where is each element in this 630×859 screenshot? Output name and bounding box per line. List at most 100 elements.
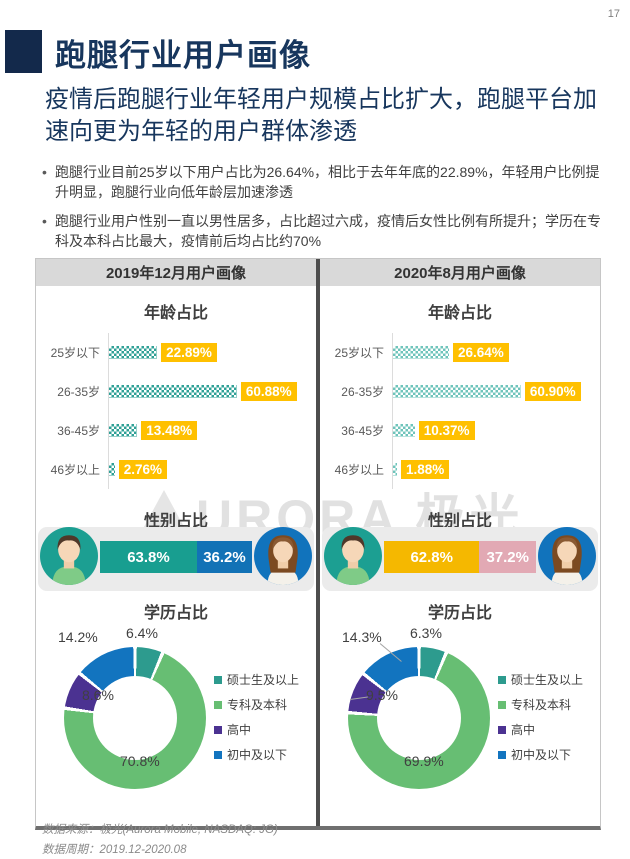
bullet-item: • 跑腿行业目前25岁以下用户占比为26.64%，相比于去年年底的22.89%，… <box>42 163 602 202</box>
panel-2019-12: 2019年12月用户画像 年龄占比 25岁以下 22.89% 26-35岁 60… <box>36 259 316 826</box>
male-share-segment: 62.8% <box>384 541 480 573</box>
gender-section-title: 性别占比 <box>143 513 208 530</box>
education-donut-chart: 6.4% 70.8% 8.6% 14.2% 硕士生及以上 专科及本科 高中 初中… <box>36 619 316 829</box>
legend-item: 高中 <box>214 717 299 742</box>
bullet-text: 跑腿行业用户性别一直以男性居多，占比超过六成，疫情后女性比例有所提升；学历在专科… <box>55 213 601 249</box>
key-findings: • 跑腿行业目前25岁以下用户占比为26.64%，相比于去年年底的22.89%，… <box>42 163 602 261</box>
education-donut-chart: 6.3% 69.9% 9.5% 14.3% 硕士生及以上 专科及本科 高中 初中… <box>320 619 600 829</box>
data-source: 数据来源：极光(Aurora Mobile, NASDAQ: JG) <box>42 824 278 836</box>
female-avatar-icon <box>254 527 312 585</box>
age-value-badge: 1.88% <box>400 460 450 479</box>
education-legend: 硕士生及以上 专科及本科 高中 初中及以下 <box>498 667 583 767</box>
donut-label: 8.6% <box>82 687 114 703</box>
bullet-text: 跑腿行业目前25岁以下用户占比为26.64%，相比于去年年底的22.89%，年轻… <box>55 164 600 200</box>
legend-swatch <box>214 725 222 734</box>
bullet-dot: • <box>42 164 47 180</box>
legend-label: 高中 <box>227 723 252 737</box>
age-row: 26-35岁 60.90% <box>320 372 600 411</box>
female-share-segment: 37.2% <box>479 541 536 573</box>
legend-label: 硕士生及以上 <box>511 673 584 687</box>
gender-stacked-bar: 62.8% 37.2% <box>384 541 536 573</box>
legend-swatch <box>214 750 222 759</box>
age-category-label: 36-45岁 <box>341 424 384 438</box>
age-section-title: 年龄占比 <box>427 305 492 322</box>
age-bar <box>393 424 415 437</box>
legend-swatch <box>498 675 506 684</box>
legend-swatch <box>214 675 222 684</box>
age-value-badge: 13.48% <box>141 421 198 440</box>
age-row: 25岁以下 26.64% <box>320 333 600 372</box>
age-category-label: 25岁以下 <box>334 346 384 360</box>
page-title: 跑腿行业用户画像 <box>55 38 311 73</box>
legend-item: 初中及以下 <box>214 742 299 767</box>
legend-label: 初中及以下 <box>511 748 572 762</box>
age-value-badge: 22.89% <box>161 343 217 362</box>
donut-label: 6.3% <box>410 625 442 641</box>
legend-item: 专科及本科 <box>214 692 299 717</box>
legend-swatch <box>498 750 506 759</box>
donut-label: 70.8% <box>120 753 160 769</box>
age-category-label: 26-35岁 <box>57 385 100 399</box>
education-section-title: 学历占比 <box>427 605 492 622</box>
donut-label: 9.5% <box>366 687 398 703</box>
female-share-segment: 36.2% <box>196 541 252 573</box>
age-category-label: 46岁以上 <box>50 463 100 477</box>
bullet-item: • 跑腿行业用户性别一直以男性居多，占比超过六成，疫情后女性比例有所提升；学历在… <box>42 212 602 251</box>
male-avatar-icon <box>324 527 382 585</box>
male-share-segment: 63.8% <box>100 541 197 573</box>
age-category-label: 46岁以上 <box>334 463 384 477</box>
age-bar <box>393 463 397 476</box>
age-row: 36-45岁 10.37% <box>320 411 600 450</box>
panel-2020-08: 2020年8月用户画像 年龄占比 25岁以下 26.64% 26-35岁 60.… <box>320 259 600 826</box>
legend-label: 硕士生及以上 <box>227 673 300 687</box>
legend-item: 专科及本科 <box>498 692 583 717</box>
age-value-badge: 26.64% <box>452 343 509 362</box>
age-bar <box>109 463 115 476</box>
age-value-badge: 2.76% <box>118 460 168 479</box>
legend-swatch <box>498 700 506 709</box>
age-bar-chart: 25岁以下 26.64% 26-35岁 60.90% 36-45岁 10.37%… <box>320 333 600 489</box>
gender-stacked-bar: 63.8% 36.2% <box>100 541 252 573</box>
legend-label: 专科及本科 <box>511 698 572 712</box>
donut-label: 6.4% <box>126 625 158 641</box>
education-legend: 硕士生及以上 专科及本科 高中 初中及以下 <box>214 667 299 767</box>
age-category-label: 25岁以下 <box>50 346 100 360</box>
age-row: 25岁以下 22.89% <box>36 333 316 372</box>
legend-item: 初中及以下 <box>498 742 583 767</box>
title-accent-square <box>5 30 42 73</box>
gender-chart: 63.8% 36.2% <box>36 521 316 593</box>
age-category-label: 36-45岁 <box>57 424 100 438</box>
legend-label: 高中 <box>511 723 536 737</box>
bullet-dot: • <box>42 213 47 229</box>
age-category-label: 26-35岁 <box>341 385 384 399</box>
age-section-title: 年龄占比 <box>143 305 208 322</box>
donut-ring <box>348 647 490 789</box>
age-value-badge: 10.37% <box>418 421 475 440</box>
age-bar <box>109 346 158 359</box>
legend-swatch <box>498 725 506 734</box>
education-section-title: 学历占比 <box>143 605 208 622</box>
legend-label: 初中及以下 <box>227 748 288 762</box>
donut-label: 69.9% <box>404 753 444 769</box>
donut-ring <box>64 647 206 789</box>
panel-title: 2019年12月用户画像 <box>36 259 316 286</box>
age-row: 36-45岁 13.48% <box>36 411 316 450</box>
age-row: 46岁以上 1.88% <box>320 450 600 489</box>
data-period: 数据周期：2019.12-2020.08 <box>42 844 187 856</box>
donut-label: 14.3% <box>342 629 382 645</box>
age-row: 46岁以上 2.76% <box>36 450 316 489</box>
gender-section-title: 性别占比 <box>427 513 492 530</box>
comparison-panels: 2019年12月用户画像 年龄占比 25岁以下 22.89% 26-35岁 60… <box>35 258 601 830</box>
male-avatar-icon <box>40 527 98 585</box>
age-bar <box>393 385 521 398</box>
donut-label: 14.2% <box>58 629 98 645</box>
age-value-badge: 60.90% <box>524 382 581 401</box>
legend-item: 硕士生及以上 <box>498 667 583 692</box>
legend-item: 高中 <box>498 717 583 742</box>
panel-divider <box>316 259 320 826</box>
page-subtitle: 疫情后跑腿行业年轻用户规模占比扩大，跑腿平台加速向更为年轻的用户群体渗透 <box>45 86 597 145</box>
age-bar <box>109 424 138 437</box>
age-bar <box>393 346 449 359</box>
gender-chart: 62.8% 37.2% <box>320 521 600 593</box>
